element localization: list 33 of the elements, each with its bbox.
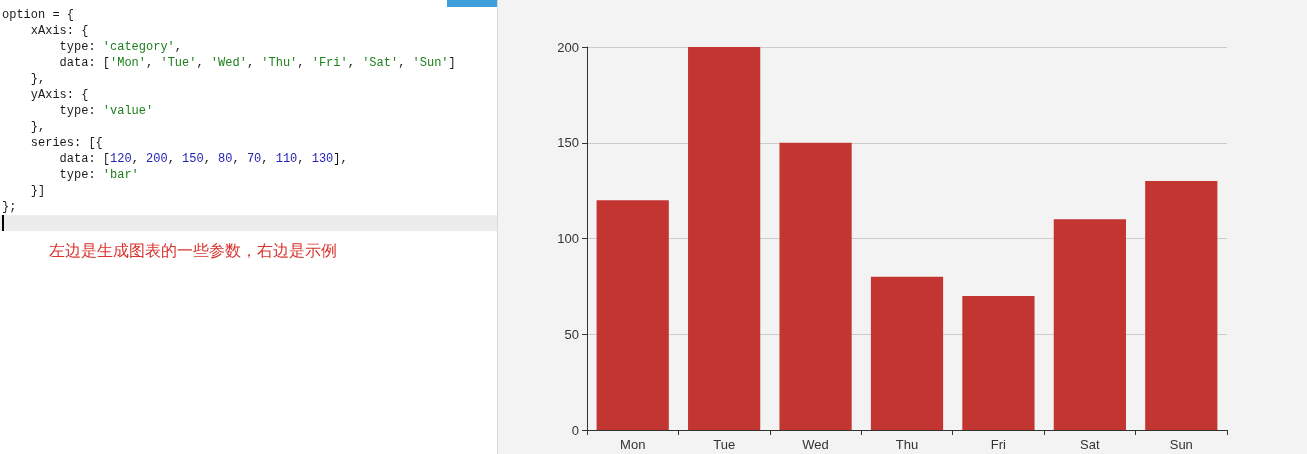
y-tick-label: 200: [557, 39, 579, 55]
bar: [779, 142, 852, 430]
text: type: 'value': [59, 104, 154, 118]
x-tick-label: Fri: [990, 437, 1007, 452]
text: type: 'category',: [59, 40, 183, 54]
text: data: ['Mon', 'Tue', 'Wed', 'Thu', 'Fri', 'Sat', 'Sun']: [59, 56, 456, 70]
text: data: [120, 200, 150, 80, 70, 110, 130],: [59, 152, 348, 166]
y-tick-label: 150: [557, 135, 579, 151]
x-tick-label: Thu: [895, 437, 919, 452]
bar: [870, 276, 944, 430]
x-tick-label: Tue: [713, 437, 736, 452]
x-tick-label: Wed: [802, 437, 829, 452]
text: xAxis: {: [30, 24, 89, 38]
y-tick-label: 0: [571, 422, 579, 438]
text: series: [{: [30, 136, 103, 150]
text: 左边是生成图表的一些参数，右边是示例: [49, 241, 337, 260]
text: type: 'bar': [59, 168, 139, 182]
text: },: [30, 120, 46, 134]
text: option = {: [2, 8, 75, 22]
x-tick-label: Sun: [1169, 437, 1193, 452]
text: };: [2, 200, 17, 214]
text: yAxis: {: [30, 88, 89, 102]
x-tick-label: Sat: [1080, 437, 1100, 452]
text: },: [30, 72, 46, 86]
bar: [1053, 219, 1126, 430]
y-tick-label: 100: [557, 231, 579, 246]
bar: [596, 200, 669, 430]
bar: [688, 47, 761, 430]
x-tick-label: Mon: [620, 437, 646, 452]
text: }]: [30, 184, 46, 198]
y-tick-label: 50: [564, 326, 579, 342]
bar: [1145, 181, 1218, 430]
bar: [962, 295, 1035, 430]
